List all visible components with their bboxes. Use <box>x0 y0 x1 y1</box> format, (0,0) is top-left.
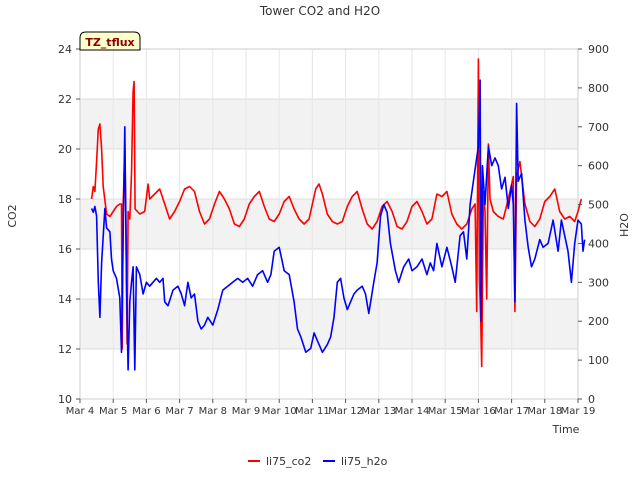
y-right-tick-label: 900 <box>588 43 609 56</box>
axes: 10 12 14 16 18 20 22 24 0 100 200 300 400 500 600 700 80… <box>58 43 609 417</box>
y-right-tick-label: 800 <box>588 82 609 95</box>
y-left-tick-label: 14 <box>58 293 72 306</box>
x-tick-label: Mar 5 <box>99 406 127 417</box>
y-right-tick-label: 400 <box>588 237 609 250</box>
y-right-tick-label: 700 <box>588 121 609 134</box>
y-right-tick-label: 500 <box>588 199 609 212</box>
y-left-tick-label: 22 <box>58 93 72 106</box>
y-right-tick-label: 200 <box>588 315 609 328</box>
x-tick-label: Mar 13 <box>361 406 396 417</box>
y-right-tick-label: 600 <box>588 160 609 173</box>
x-tick-label: Mar 18 <box>527 406 562 417</box>
badge: TZ_tflux <box>79 31 141 51</box>
x-tick-label: Mar 11 <box>295 406 330 417</box>
x-tick-label: Mar 12 <box>328 406 363 417</box>
series-line-li75-co2 <box>90 58 583 368</box>
y-right-tick-label: 300 <box>588 276 609 289</box>
x-tick-label: Mar 10 <box>262 406 297 417</box>
y-left-tick-label: 24 <box>58 43 72 56</box>
series-layer <box>90 58 586 371</box>
grid-bands <box>80 99 578 349</box>
chart-title: Tower CO2 and H2O <box>259 4 380 18</box>
x-tick-label: Mar 17 <box>494 406 529 417</box>
badge-label: TZ_tflux <box>85 36 134 49</box>
badge-shape <box>79 31 141 51</box>
x-tick-label: Mar 16 <box>461 406 496 417</box>
x-tick-label: Mar 15 <box>428 406 463 417</box>
legend-label: li75_h2o <box>341 455 388 468</box>
x-axis-label: Time <box>552 423 580 436</box>
x-tick-label: Mar 4 <box>66 406 94 417</box>
x-tick-label: Mar 8 <box>199 406 227 417</box>
x-tick-label: Mar 9 <box>232 406 260 417</box>
y-right-tick-label: 0 <box>588 393 595 406</box>
x-tick-label: Mar 19 <box>561 406 596 417</box>
y-left-axis-label: CO2 <box>6 204 19 227</box>
y-left-tick-label: 10 <box>58 393 72 406</box>
y-left-tick-label: 12 <box>58 343 72 356</box>
grid-band <box>80 199 578 249</box>
series-line-li75-h2o <box>90 79 586 371</box>
x-tick-label: Mar 6 <box>132 406 160 417</box>
y-right-axis-label: H2O <box>618 213 631 237</box>
y-right-tick-label: 100 <box>588 354 609 367</box>
y-left-tick-label: 18 <box>58 193 72 206</box>
x-tick-label: Mar 14 <box>395 406 430 417</box>
y-left-tick-label: 16 <box>58 243 72 256</box>
legend: li75_co2 li75_h2o <box>248 455 388 468</box>
y-left-tick-label: 20 <box>58 143 72 156</box>
x-tick-label: Mar 7 <box>165 406 193 417</box>
grid-band <box>80 99 578 149</box>
legend-label: li75_co2 <box>266 455 311 468</box>
